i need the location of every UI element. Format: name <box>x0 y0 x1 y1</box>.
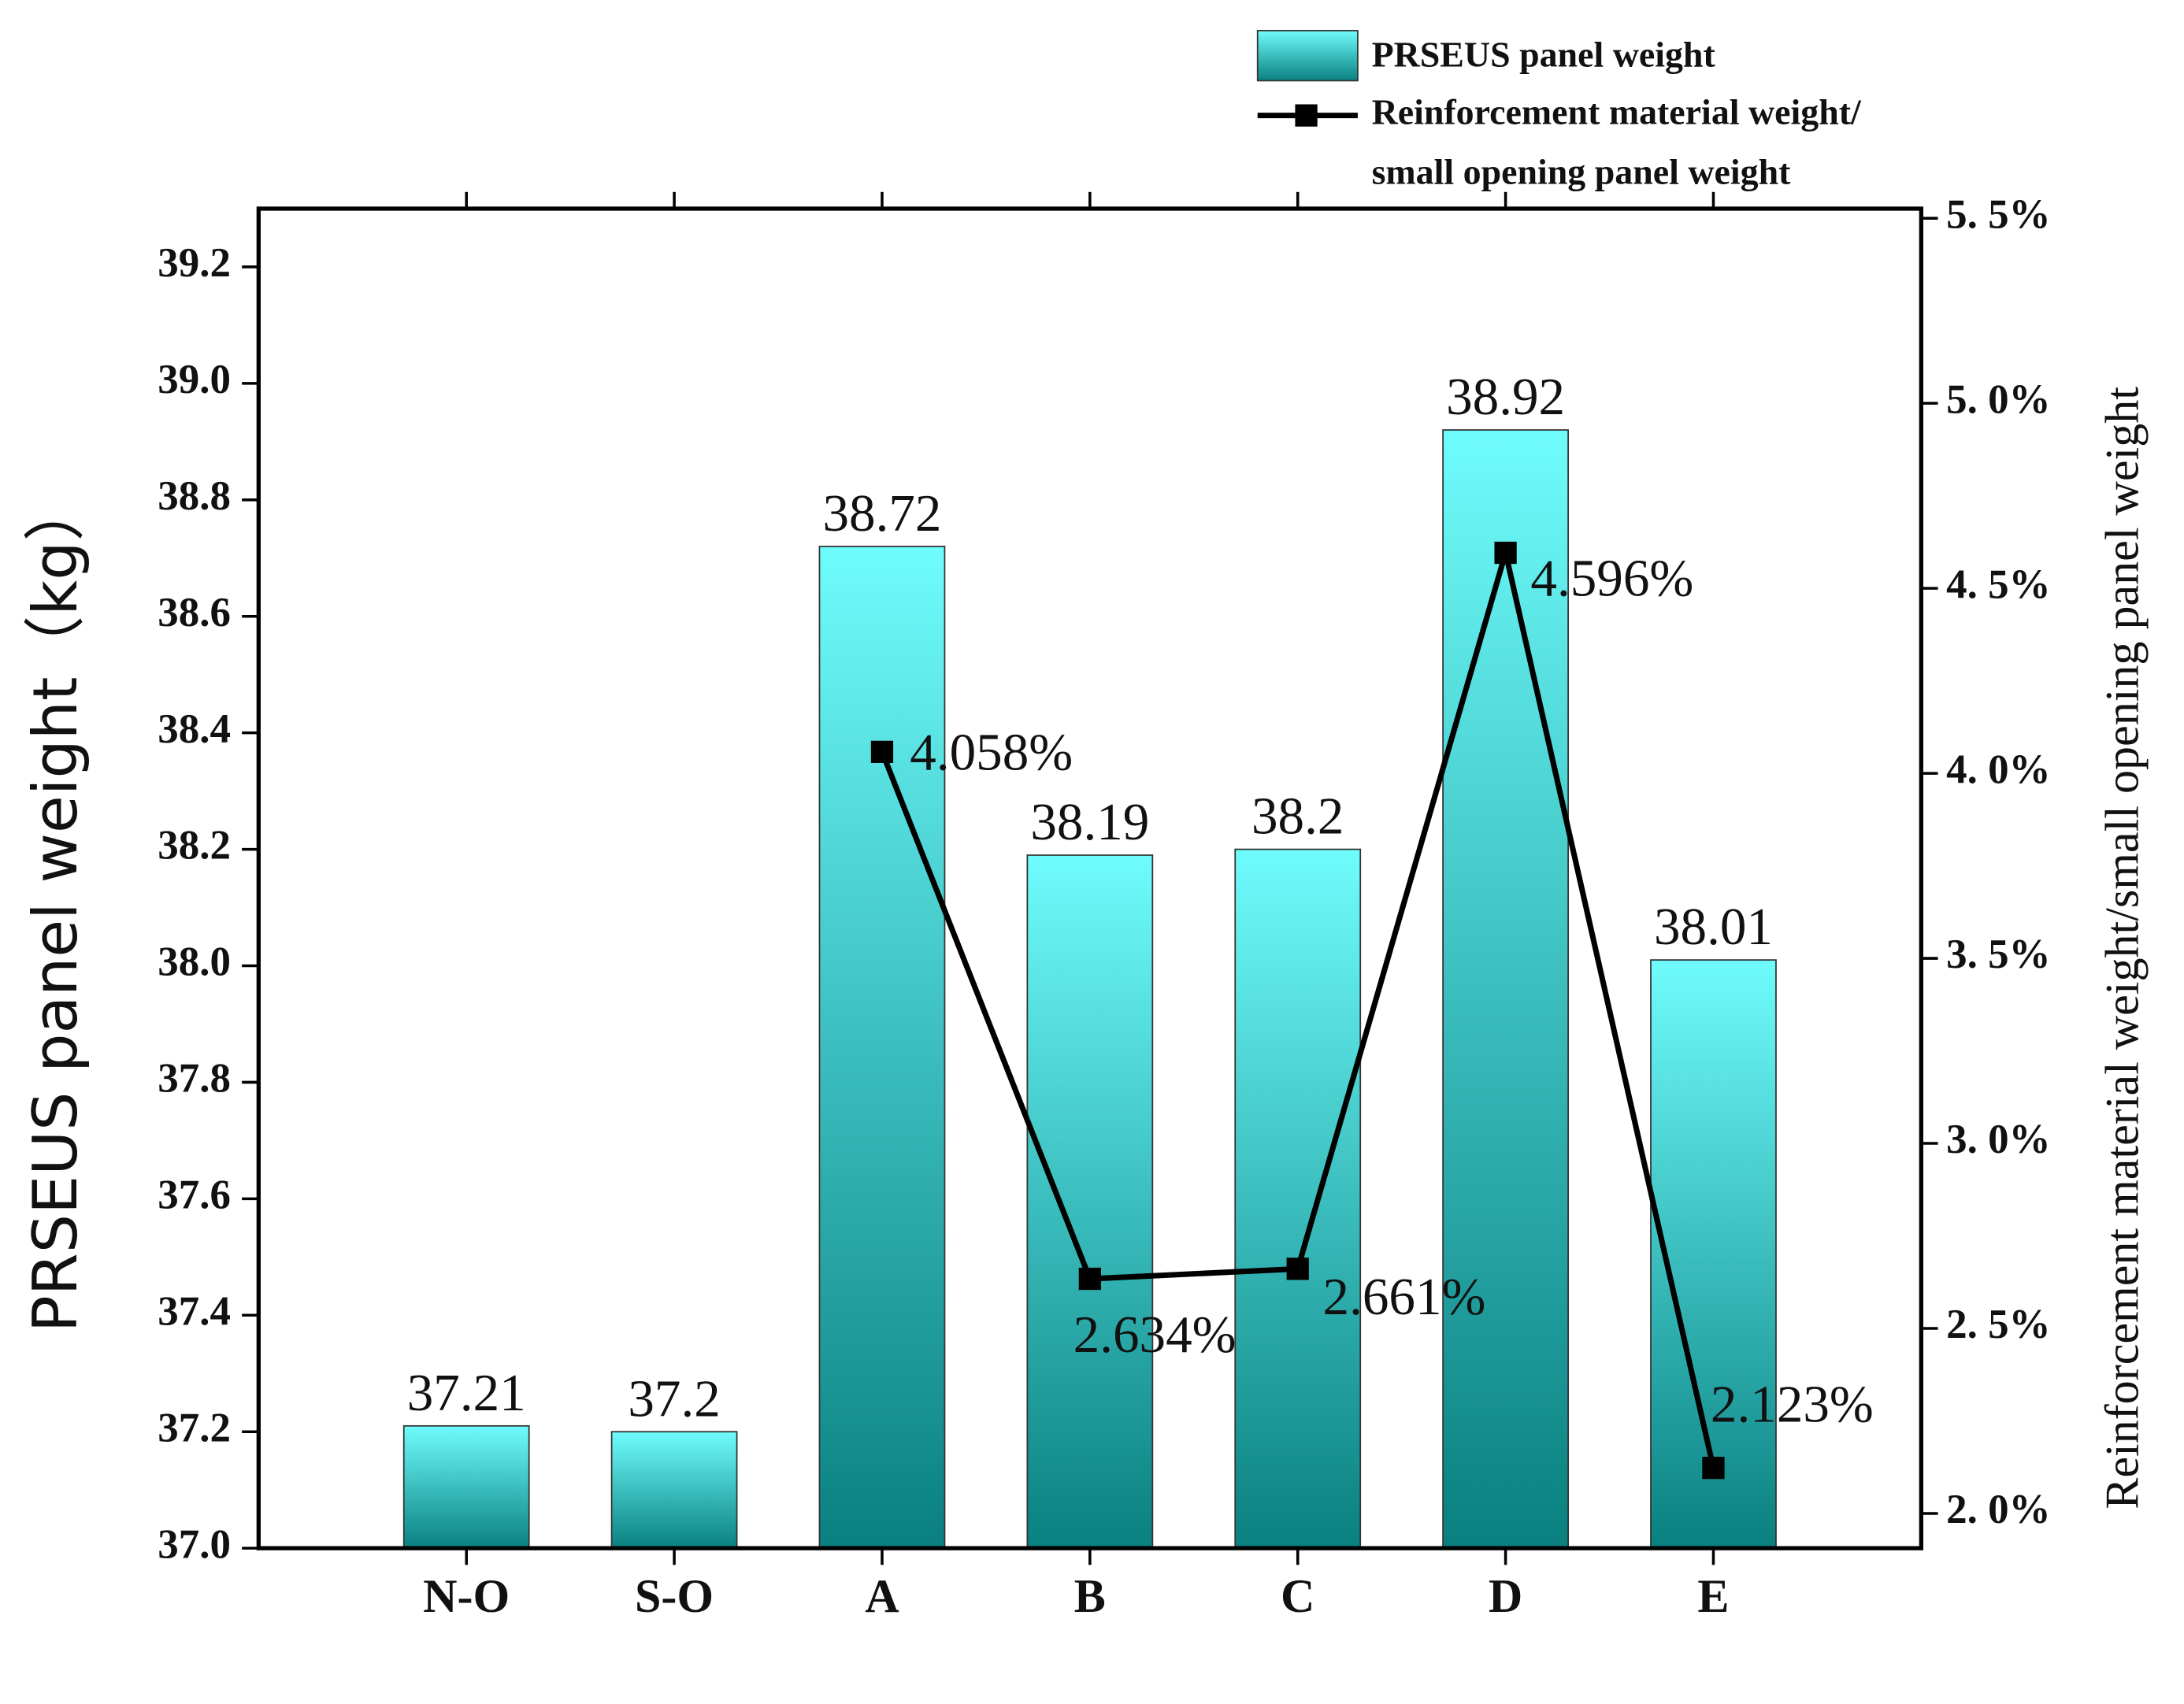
legend-label-line: small opening panel weight <box>1372 151 1792 191</box>
y2-tick-label: 2. 0% <box>1946 1487 2050 1532</box>
legend-marker <box>1295 104 1318 127</box>
bar-value-label: 38.92 <box>1446 367 1565 426</box>
line-marker <box>1286 1258 1309 1280</box>
x-tick-label: S-O <box>635 1569 714 1622</box>
bar-value-label: 38.72 <box>822 483 941 543</box>
bar <box>1442 429 1569 1550</box>
line-value-label: 4.596% <box>1530 548 1693 607</box>
line-value-label: 4.058% <box>910 722 1073 781</box>
y-tick-label: 37.8 <box>158 1056 231 1102</box>
x-tick-label: E <box>1697 1569 1729 1622</box>
legend-label-line: Reinforcement material weight/ <box>1372 91 1862 132</box>
y2-tick-label: 5. 5% <box>1946 191 2050 237</box>
bar <box>1234 848 1362 1550</box>
line-value-label: 2.661% <box>1323 1267 1486 1326</box>
y-axis-title: PRSEUS panel weight（kg） <box>20 480 91 1332</box>
y-tick-label: 38.2 <box>158 823 231 869</box>
y-tick-label: 37.0 <box>158 1521 231 1567</box>
bar <box>1026 854 1154 1550</box>
line-value-label: 2.123% <box>1711 1374 1874 1433</box>
bar-value-label: 38.19 <box>1030 792 1149 851</box>
y2-tick-label: 2. 5% <box>1946 1302 2050 1347</box>
y-tick-label: 39.2 <box>158 240 231 286</box>
bar <box>1650 959 1777 1550</box>
x-tick-label: A <box>865 1569 899 1622</box>
y-tick-label: 37.4 <box>158 1288 231 1334</box>
bar <box>818 546 946 1550</box>
y-tick-label: 37.2 <box>158 1405 231 1450</box>
line-marker <box>1078 1267 1101 1291</box>
legend-swatch <box>1256 29 1359 82</box>
line-marker <box>1702 1457 1725 1480</box>
y2-tick-label: 5. 0% <box>1946 376 2050 422</box>
bar-value-label: 37.2 <box>628 1369 720 1428</box>
y2-tick-label: 3. 5% <box>1946 932 2050 977</box>
line-value-label: 2.634% <box>1073 1305 1237 1364</box>
legend-label: PRSEUS panel weight <box>1372 35 1716 75</box>
y2-tick-label: 3. 0% <box>1946 1117 2050 1162</box>
y-tick-label: 39.0 <box>158 357 231 402</box>
bar <box>402 1424 530 1550</box>
y-tick-label: 38.0 <box>158 939 231 985</box>
legend-label: Reinforcement material weight/small open… <box>1372 91 1862 191</box>
x-tick-label: B <box>1074 1569 1106 1622</box>
y-tick-label: 38.8 <box>158 473 231 519</box>
y2-tick-label: 4. 0% <box>1946 746 2050 792</box>
x-tick-label: N-O <box>423 1569 510 1622</box>
y-tick-label: 38.6 <box>158 590 231 635</box>
y-tick-label: 37.6 <box>158 1172 231 1218</box>
y2-tick-label: 4. 5% <box>1946 561 2050 607</box>
line-marker <box>1494 541 1517 565</box>
y2-axis-title: Reinforcement material weight/small open… <box>2096 387 2149 1510</box>
bar-value-label: 38.2 <box>1251 787 1344 846</box>
line-marker <box>870 740 894 763</box>
x-tick-label: D <box>1489 1569 1522 1622</box>
x-tick-label: C <box>1281 1569 1314 1622</box>
bar <box>610 1431 738 1550</box>
bar-value-label: 38.01 <box>1654 897 1773 956</box>
y-tick-label: 38.4 <box>158 706 231 752</box>
bar-value-label: 37.21 <box>407 1363 526 1422</box>
